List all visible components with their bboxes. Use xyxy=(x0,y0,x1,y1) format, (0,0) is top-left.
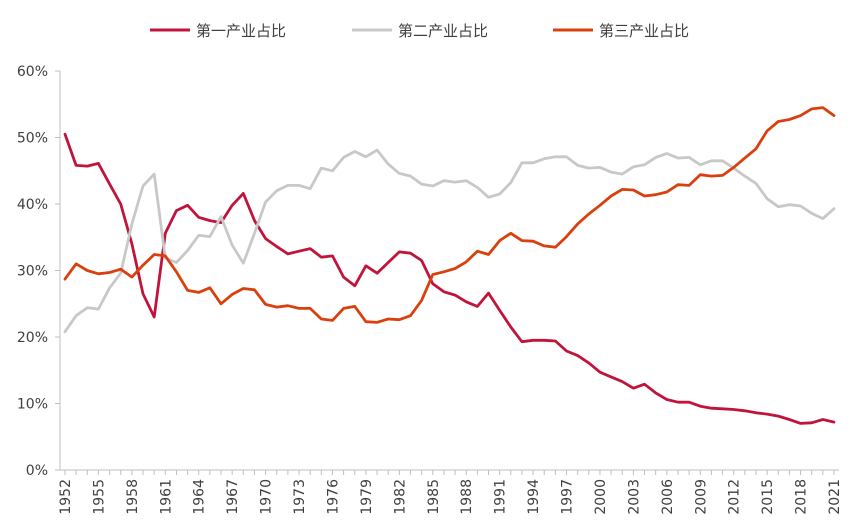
x-tick-label: 2018 xyxy=(794,479,810,515)
y-axis-tick-labels: 0% 10% 20% 30% 40% 50% 60% xyxy=(17,64,60,479)
y-tick-label: 20% xyxy=(17,330,48,346)
x-tick-label: 1979 xyxy=(359,479,375,515)
legend-label: 第二产业占比 xyxy=(398,22,488,40)
x-tick-label: 2006 xyxy=(660,479,676,515)
y-tick-label: 50% xyxy=(17,131,48,147)
x-tick-label: 2000 xyxy=(593,479,609,515)
series-line xyxy=(63,132,836,425)
x-tick-label: 1994 xyxy=(526,479,542,515)
x-tick-label: 1997 xyxy=(560,479,576,515)
x-tick-label: 1973 xyxy=(292,479,308,515)
legend-label: 第三产业占比 xyxy=(599,22,689,40)
x-tick-label: 1970 xyxy=(259,479,275,515)
x-tick-label: 1961 xyxy=(158,479,174,515)
x-tick-label: 1967 xyxy=(225,479,241,515)
x-tick-label: 1988 xyxy=(459,479,475,515)
x-tick-label: 1982 xyxy=(392,479,408,515)
x-tick-label: 2015 xyxy=(760,479,776,515)
y-tick-label: 40% xyxy=(17,197,48,213)
series-line xyxy=(63,106,836,324)
x-tick-label: 1976 xyxy=(325,479,341,515)
x-tick-label: 2009 xyxy=(693,479,709,515)
x-tick-label: 2012 xyxy=(727,479,743,515)
series-lines xyxy=(63,106,836,425)
x-tick-label: 1952 xyxy=(58,479,74,515)
chart-legend: 第一产业占比 第二产业占比 第三产业占比 xyxy=(150,22,689,40)
x-tick-label: 1985 xyxy=(426,479,442,515)
x-tick-label: 1964 xyxy=(192,479,208,515)
legend-label: 第一产业占比 xyxy=(196,22,286,40)
y-tick-label: 30% xyxy=(17,264,48,280)
y-tick-label: 60% xyxy=(17,64,48,80)
series-line xyxy=(63,148,836,334)
y-tick-label: 10% xyxy=(17,397,48,413)
x-tick-label: 1958 xyxy=(125,479,141,515)
x-tick-label: 2021 xyxy=(827,479,843,515)
x-tick-label: 2003 xyxy=(626,479,642,515)
x-tick-label: 1955 xyxy=(91,479,107,515)
x-tick-label: 1991 xyxy=(493,479,509,515)
x-axis-tick-labels: 1952 1955 1958 1961 1964 1967 1970 1973 1976 1979… xyxy=(58,470,843,515)
y-tick-label: 0% xyxy=(26,463,48,479)
